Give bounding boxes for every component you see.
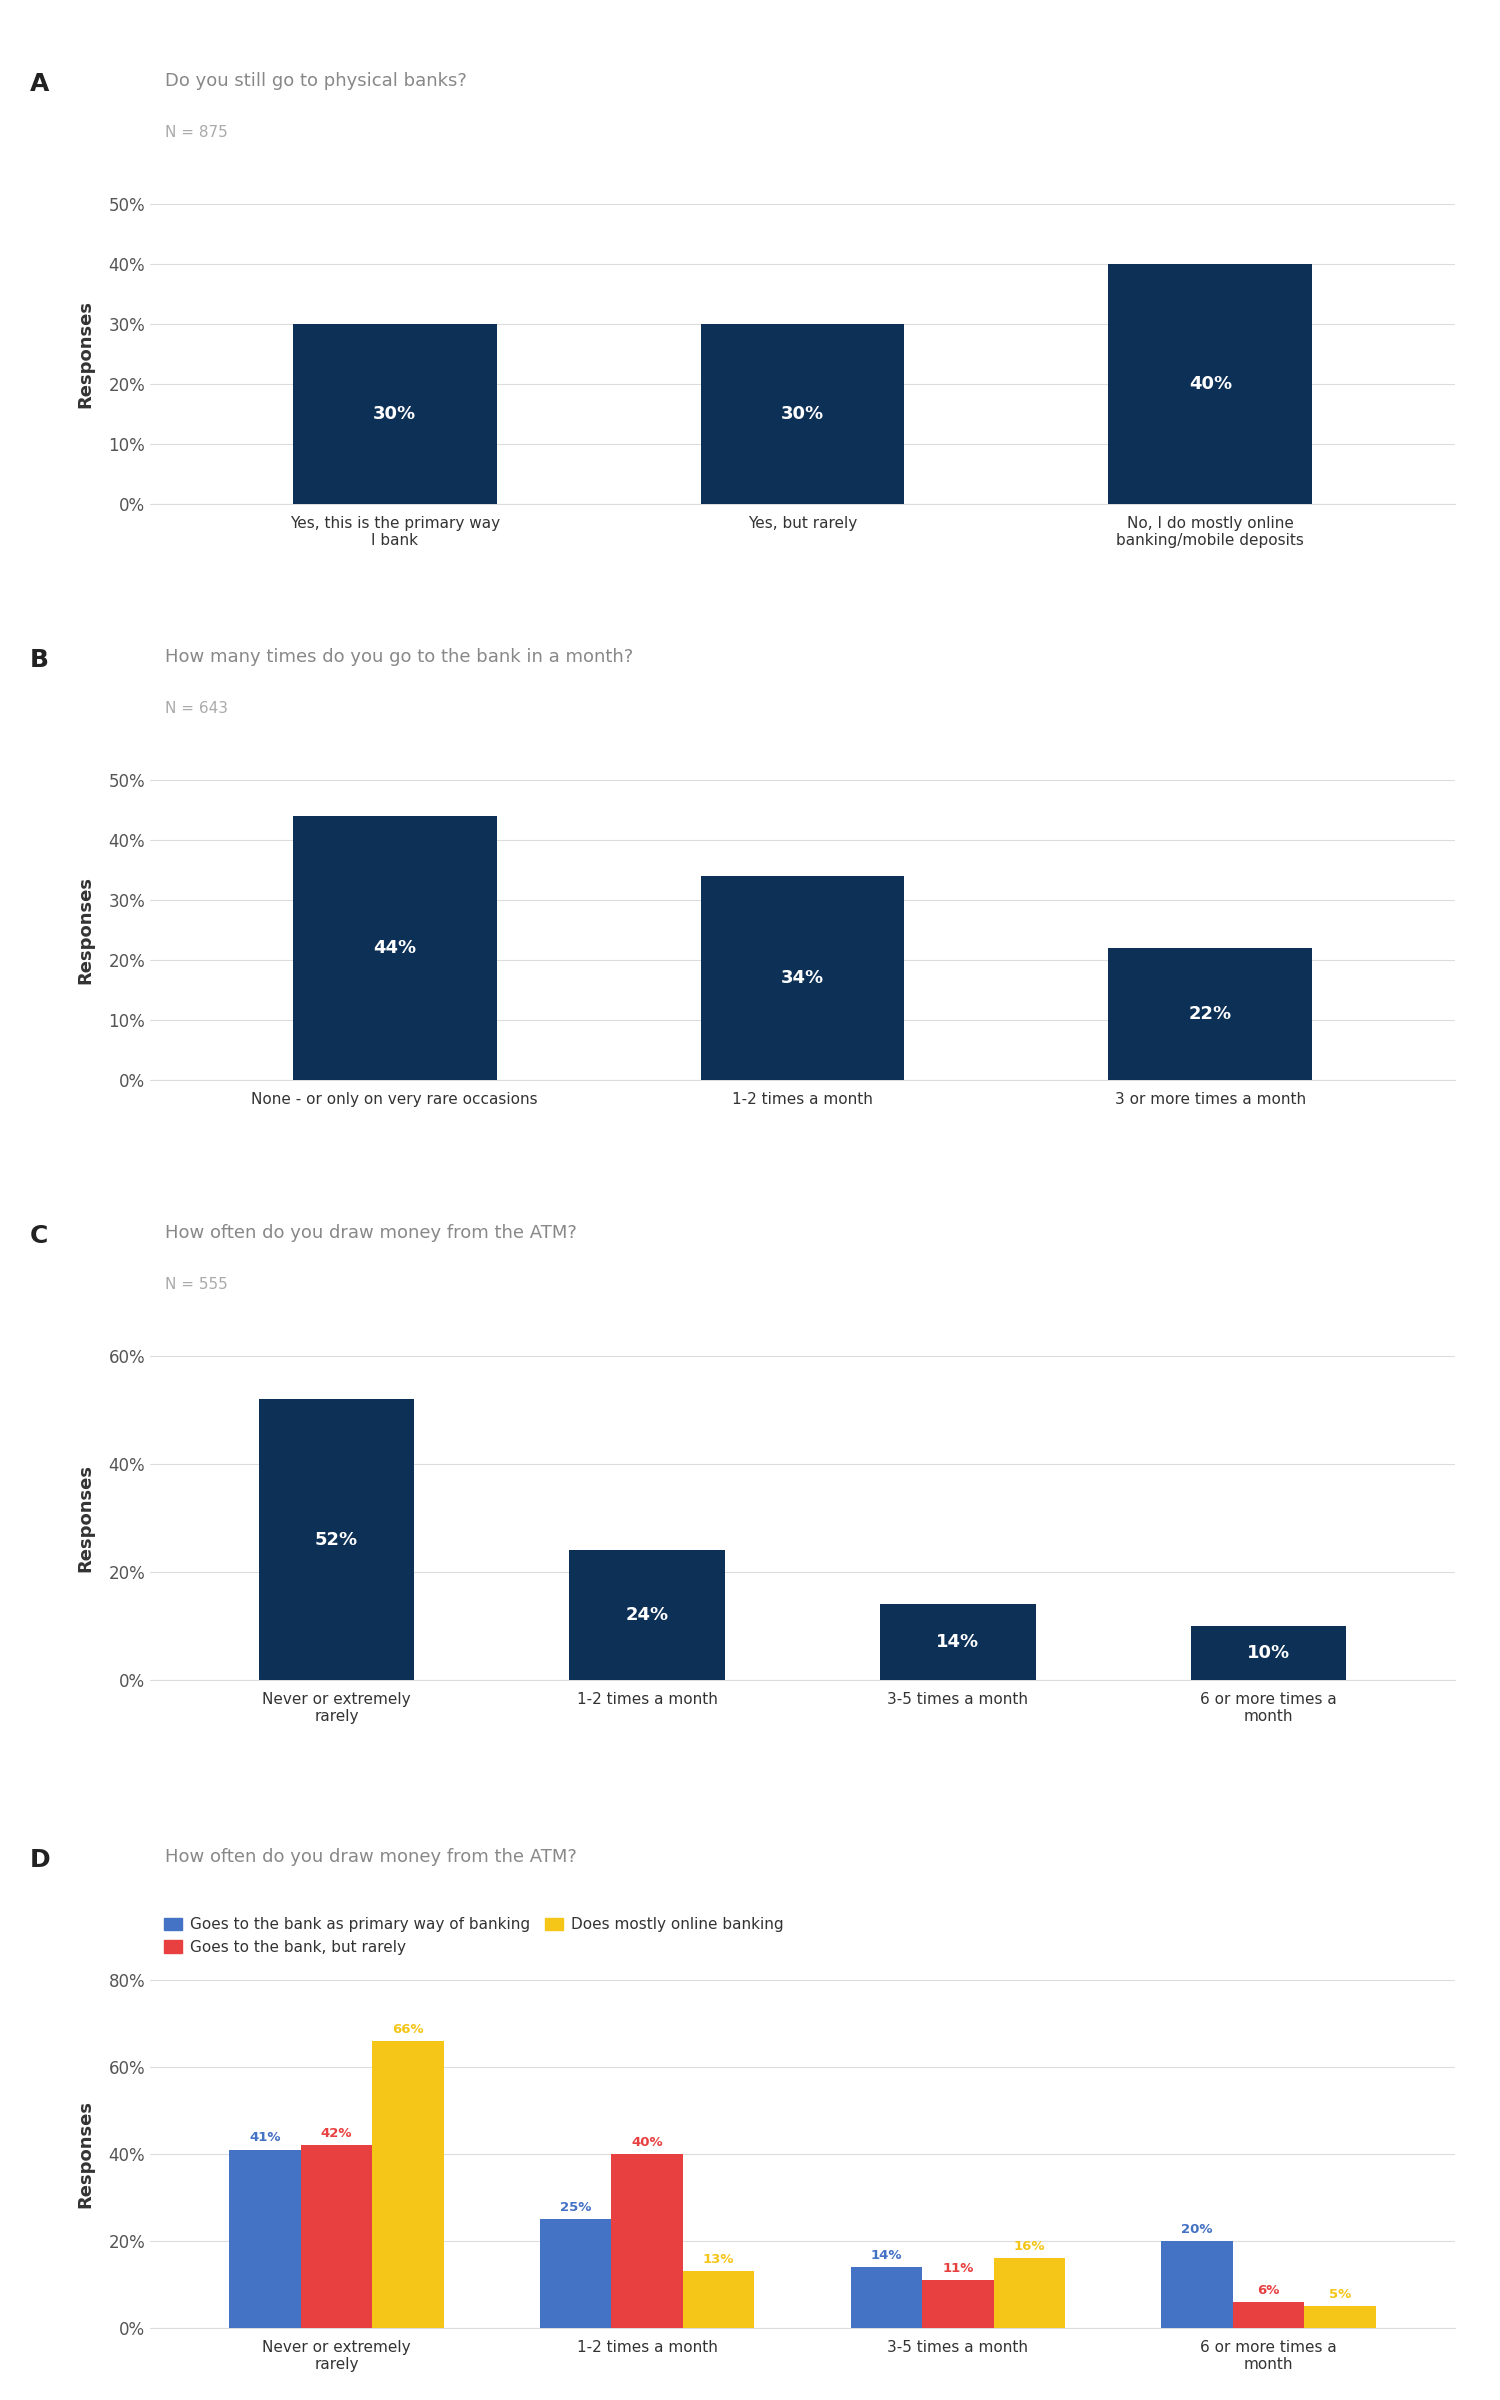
Bar [300, 2146, 372, 2328]
Bar [700, 324, 904, 504]
Text: 6%: 6% [1257, 2285, 1280, 2297]
Bar [372, 2040, 444, 2328]
Bar [682, 2270, 754, 2328]
Bar [540, 2220, 612, 2328]
Text: 34%: 34% [782, 970, 824, 986]
Bar [1233, 2302, 1305, 2328]
Y-axis label: Responses: Responses [76, 2100, 94, 2208]
Y-axis label: Responses: Responses [76, 300, 94, 408]
Text: 40%: 40% [1188, 374, 1231, 394]
Text: 16%: 16% [1014, 2239, 1046, 2254]
Bar [1108, 948, 1312, 1080]
Bar [1108, 264, 1312, 504]
Text: 22%: 22% [1188, 1006, 1231, 1022]
Bar [1305, 2306, 1376, 2328]
Bar [292, 324, 496, 504]
Bar [1161, 2242, 1233, 2328]
Bar [258, 1399, 414, 1680]
Bar [292, 816, 496, 1080]
Text: 40%: 40% [632, 2136, 663, 2148]
Bar [880, 1603, 1035, 1680]
Bar [700, 876, 904, 1080]
Text: 42%: 42% [321, 2126, 352, 2141]
Text: 14%: 14% [870, 2249, 901, 2261]
Text: N = 555: N = 555 [165, 1277, 228, 1291]
Text: 13%: 13% [704, 2254, 735, 2266]
Bar [993, 2258, 1065, 2328]
Text: N = 875: N = 875 [165, 125, 228, 139]
Y-axis label: Responses: Responses [76, 1464, 94, 1572]
Text: 10%: 10% [1246, 1644, 1290, 1661]
Legend: Goes to the bank as primary way of banking, Goes to the bank, but rarely, Does m: Goes to the bank as primary way of banki… [158, 1910, 791, 1961]
Text: How often do you draw money from the ATM?: How often do you draw money from the ATM… [165, 1848, 578, 1867]
Text: B: B [30, 648, 50, 672]
Bar [850, 2268, 922, 2328]
Text: 20%: 20% [1182, 2222, 1214, 2237]
Text: 30%: 30% [374, 406, 416, 422]
Text: 66%: 66% [392, 2023, 423, 2035]
Text: C: C [30, 1224, 48, 1248]
Text: 14%: 14% [936, 1632, 980, 1651]
Bar [922, 2280, 993, 2328]
Bar [570, 1550, 724, 1680]
Bar [1191, 1627, 1347, 1680]
Text: 25%: 25% [560, 2201, 591, 2215]
Bar [230, 2150, 300, 2328]
Text: 41%: 41% [249, 2131, 280, 2146]
Text: 11%: 11% [942, 2261, 974, 2275]
Text: Do you still go to physical banks?: Do you still go to physical banks? [165, 72, 466, 89]
Text: D: D [30, 1848, 51, 1872]
Text: N = 643: N = 643 [165, 701, 228, 715]
Text: A: A [30, 72, 50, 96]
Text: 24%: 24% [626, 1606, 669, 1625]
Text: 52%: 52% [315, 1531, 358, 1548]
Text: 5%: 5% [1329, 2287, 1352, 2302]
Text: 44%: 44% [374, 938, 416, 958]
Y-axis label: Responses: Responses [76, 876, 94, 984]
Bar [612, 2155, 682, 2328]
Text: How many times do you go to the bank in a month?: How many times do you go to the bank in … [165, 648, 633, 665]
Text: How often do you draw money from the ATM?: How often do you draw money from the ATM… [165, 1224, 578, 1243]
Text: 30%: 30% [782, 406, 824, 422]
